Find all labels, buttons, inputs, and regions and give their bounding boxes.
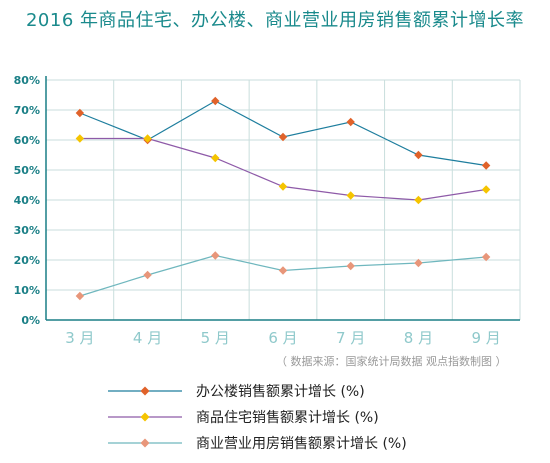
data-point — [346, 117, 355, 127]
legend-item: 商品住宅销售额累计增长 (%) — [108, 404, 407, 430]
legend-swatch-marker — [140, 386, 150, 396]
data-point — [75, 291, 85, 301]
data-point — [278, 182, 288, 191]
data-point — [278, 132, 288, 142]
legend-swatch — [108, 412, 182, 422]
y-tick-label: 50% — [14, 164, 40, 177]
y-tick-label: 10% — [14, 284, 40, 297]
y-tick-label: 0% — [21, 314, 40, 327]
data-point — [211, 251, 220, 260]
data-point — [346, 191, 355, 200]
legend-label: 办公楼销售额累计增长 (%) — [196, 384, 365, 400]
data-point — [211, 96, 220, 106]
y-tick-label: 30% — [14, 224, 40, 237]
data-point — [75, 108, 85, 118]
data-point — [481, 185, 491, 194]
y-tick-label: 40% — [14, 194, 40, 207]
data-point — [414, 195, 423, 205]
y-tick-label: 80% — [14, 74, 40, 87]
data-point — [481, 161, 491, 170]
chart-title: 2016 年商品住宅、办公楼、商业营业用房销售额累计增长率 — [25, 10, 525, 31]
legend-item: 商业营业用房销售额累计增长 (%) — [108, 430, 407, 456]
legend-item: 办公楼销售额累计增长 (%) — [108, 378, 407, 404]
data-point — [75, 134, 85, 143]
y-tick-label: 60% — [14, 134, 40, 147]
data-source-note: （ 数据来源：国家统计局数据 观点指数制图 ） — [276, 355, 507, 368]
line-chart: 0% 10% 20% 30% 40% 50% 60% 70% 80% 3 月 4 月 5 月 6 月 7 … — [14, 74, 521, 347]
x-tick-label: 8 月 — [404, 329, 433, 347]
x-tick-label: 4 月 — [133, 329, 162, 347]
x-tick-label: 9 月 — [471, 329, 500, 347]
y-tick-label: 20% — [14, 254, 40, 267]
legend: 办公楼销售额累计增长 (%) 商品住宅销售额累计增长 (%) 商业营业用房销售额累计… — [108, 378, 407, 456]
series-line-2 — [79, 137, 487, 201]
data-point — [481, 252, 491, 262]
y-tick-label: 70% — [14, 104, 40, 117]
data-point — [143, 270, 152, 280]
legend-swatch-marker — [140, 412, 150, 422]
legend-label: 商品住宅销售额累计增长 (%) — [196, 410, 379, 426]
data-point — [278, 266, 288, 275]
data-point — [211, 153, 220, 163]
legend-swatch-marker — [140, 438, 150, 448]
x-tick-label: 3 月 — [65, 329, 94, 347]
legend-swatch — [108, 386, 182, 396]
legend-swatch — [108, 438, 182, 448]
x-tick-label: 7 月 — [336, 329, 365, 347]
x-tick-label: 5 月 — [201, 329, 230, 347]
data-point — [143, 134, 152, 143]
data-point — [414, 258, 423, 268]
data-point — [346, 261, 355, 271]
data-point — [414, 150, 423, 160]
x-tick-label: 6 月 — [268, 329, 297, 347]
legend-label: 商业营业用房销售额累计增长 (%) — [196, 436, 407, 452]
